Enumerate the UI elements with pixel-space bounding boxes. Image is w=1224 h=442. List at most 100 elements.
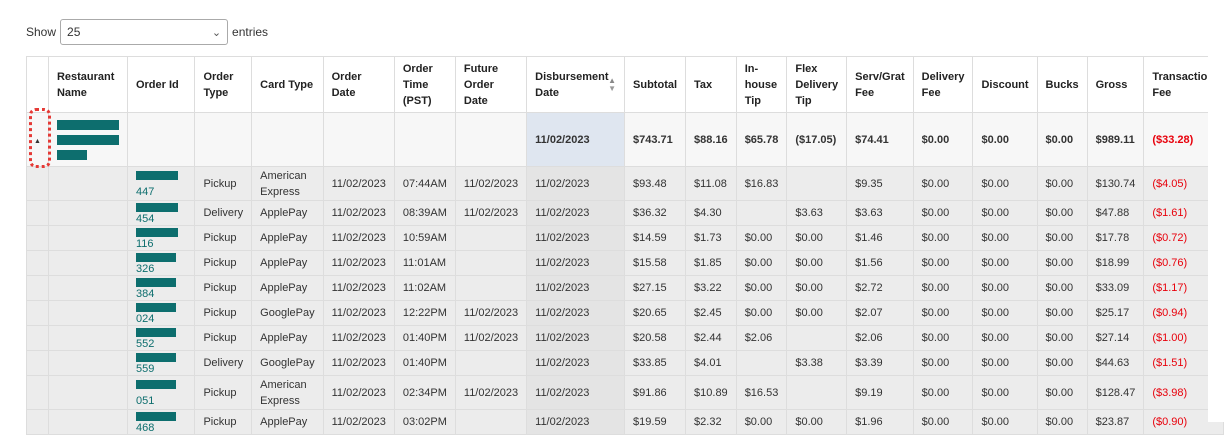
row-order-id[interactable]: 051 bbox=[126, 375, 196, 410]
row-order-id[interactable]: 559 bbox=[126, 350, 196, 376]
order-id-link[interactable]: 116 bbox=[135, 238, 154, 250]
table-row[interactable]: 024 Pickup GooglePay 11/02/2023 12:22PM 11/02… bbox=[26, 300, 1224, 326]
col-future-order-date[interactable]: Future Order Date bbox=[454, 56, 528, 113]
row-order-date: 11/02/2023 bbox=[322, 375, 395, 410]
table-row[interactable]: 116 Pickup ApplePay 11/02/2023 10:59AM 11/02/… bbox=[26, 225, 1224, 251]
col-subtotal[interactable]: Subtotal bbox=[624, 56, 687, 113]
row-order-date: 11/02/2023 bbox=[322, 275, 395, 301]
col-order-date[interactable]: Order Date bbox=[322, 56, 395, 113]
col-restaurant-name[interactable]: Restaurant Name bbox=[47, 56, 128, 113]
row-flex-tip: $0.00 bbox=[786, 409, 848, 435]
row-subtotal: $33.85 bbox=[624, 350, 687, 376]
row-discount: $0.00 bbox=[972, 300, 1038, 326]
row-bucks: $0.00 bbox=[1036, 409, 1088, 435]
collapse-caret-icon[interactable]: ▲ bbox=[34, 137, 41, 145]
group-cell bbox=[322, 112, 395, 167]
entries-select[interactable]: 25 ⌄ bbox=[60, 19, 229, 45]
order-id-link[interactable]: 051 bbox=[135, 394, 155, 407]
order-id-link[interactable]: 552 bbox=[135, 338, 155, 350]
col-serv-grat-fee[interactable]: Serv/Grat Fee bbox=[846, 56, 914, 113]
group-row[interactable]: ▲ 11/02/2023 $743.71 $88.16 $65.78 ($17.… bbox=[26, 108, 1224, 168]
group-gross: $989.11 bbox=[1086, 112, 1145, 167]
col-order-time[interactable]: Order Time (PST) bbox=[393, 56, 456, 113]
row-order-id[interactable]: 454 bbox=[126, 200, 196, 226]
row-subtotal: $19.59 bbox=[624, 409, 687, 435]
row-inhouse-tip: $0.00 bbox=[735, 275, 788, 301]
row-bucks: $0.00 bbox=[1036, 200, 1088, 226]
group-cell bbox=[194, 112, 253, 167]
row-tax: $4.01 bbox=[685, 350, 737, 376]
table-row[interactable]: 468 Pickup ApplePay 11/02/2023 03:02PM 11/02/… bbox=[26, 409, 1224, 435]
row-disbursement-date: 11/02/2023 bbox=[526, 409, 626, 435]
col-delivery-fee[interactable]: Delivery Fee bbox=[912, 56, 974, 113]
row-toggle-cell bbox=[26, 350, 49, 376]
col-order-type[interactable]: Order Type bbox=[194, 56, 253, 113]
row-inhouse-tip bbox=[735, 350, 788, 376]
row-order-id[interactable]: 326 bbox=[126, 250, 196, 276]
order-id-link[interactable]: 024 bbox=[135, 313, 155, 325]
table-row[interactable]: 326 Pickup ApplePay 11/02/2023 11:01AM 11/02/… bbox=[26, 250, 1224, 276]
order-id-link[interactable]: 384 bbox=[135, 288, 155, 300]
order-id-link[interactable]: 559 bbox=[135, 363, 155, 375]
col-disbursement-date[interactable]: Disbursement Date ▲ ▼ bbox=[526, 56, 626, 113]
row-order-time: 11:01AM bbox=[393, 250, 456, 276]
row-card-type: American Express bbox=[251, 166, 324, 201]
chevron-down-icon: ⌄ bbox=[211, 26, 222, 39]
order-id-link[interactable]: 454 bbox=[135, 213, 155, 225]
row-gross: $44.63 bbox=[1086, 350, 1145, 376]
row-gross: $23.87 bbox=[1086, 409, 1145, 435]
table-row[interactable]: 384 Pickup ApplePay 11/02/2023 11:02AM 11/02/… bbox=[26, 275, 1224, 301]
table-row[interactable]: 559 Delivery GooglePay 11/02/2023 01:40PM 11/… bbox=[26, 350, 1224, 376]
order-id-link[interactable]: 468 bbox=[135, 422, 155, 434]
col-card-type[interactable]: Card Type bbox=[251, 56, 324, 113]
row-order-id[interactable]: 384 bbox=[126, 275, 196, 301]
table-row[interactable]: 552 Pickup ApplePay 11/02/2023 01:40PM 11/02/… bbox=[26, 325, 1224, 351]
row-future-order-date: 11/02/2023 bbox=[454, 300, 528, 326]
row-toggle-cell bbox=[26, 200, 49, 226]
row-order-time: 03:02PM bbox=[393, 409, 456, 435]
table-row[interactable]: 447 Pickup American Express 11/02/2023 07:44… bbox=[26, 166, 1224, 201]
row-serv-fee: $1.96 bbox=[846, 409, 914, 435]
row-order-type: Pickup bbox=[194, 250, 253, 276]
row-discount: $0.00 bbox=[972, 166, 1038, 201]
row-order-id[interactable]: 468 bbox=[126, 409, 196, 435]
row-card-type: ApplePay bbox=[251, 250, 324, 276]
col-disbursement-date-label: Disbursement Date bbox=[535, 70, 609, 99]
row-order-id[interactable]: 024 bbox=[126, 300, 196, 326]
row-order-id[interactable]: 552 bbox=[126, 325, 196, 351]
entries-label: entries bbox=[232, 25, 269, 39]
order-id-link[interactable]: 326 bbox=[135, 263, 155, 275]
row-order-time: 02:34PM bbox=[393, 375, 456, 410]
group-cell bbox=[454, 112, 528, 167]
col-inhouse-tip[interactable]: In-house Tip bbox=[735, 56, 788, 113]
group-bucks: $0.00 bbox=[1036, 112, 1088, 167]
row-tax: $3.22 bbox=[685, 275, 737, 301]
row-delivery-fee: $0.00 bbox=[912, 200, 974, 226]
row-serv-fee: $2.06 bbox=[846, 325, 914, 351]
row-order-time: 12:22PM bbox=[393, 300, 456, 326]
col-gross[interactable]: Gross bbox=[1086, 56, 1145, 113]
table-row[interactable]: 454 Delivery ApplePay 11/02/2023 08:39AM 11/0… bbox=[26, 200, 1224, 226]
row-subtotal: $14.59 bbox=[624, 225, 687, 251]
row-order-type: Pickup bbox=[194, 325, 253, 351]
group-subtotal: $743.71 bbox=[624, 112, 687, 167]
row-serv-fee: $9.19 bbox=[846, 375, 914, 410]
row-discount: $0.00 bbox=[972, 350, 1038, 376]
row-order-id[interactable]: 447 bbox=[126, 166, 196, 201]
group-toggle[interactable]: ▲ bbox=[26, 108, 51, 168]
col-toggle bbox=[26, 56, 49, 113]
row-order-id[interactable]: 116 bbox=[126, 225, 196, 251]
group-disbursement-date: 11/02/2023 bbox=[526, 112, 626, 167]
row-delivery-fee: $0.00 bbox=[912, 325, 974, 351]
row-delivery-fee: $0.00 bbox=[912, 350, 974, 376]
row-bucks: $0.00 bbox=[1036, 275, 1088, 301]
row-gross: $33.09 bbox=[1086, 275, 1145, 301]
row-order-date: 11/02/2023 bbox=[322, 166, 395, 201]
col-discount[interactable]: Discount bbox=[972, 56, 1038, 113]
col-order-id[interactable]: Order Id bbox=[126, 56, 196, 113]
order-id-link[interactable]: 447 bbox=[135, 185, 155, 198]
col-flex-delivery-tip[interactable]: Flex Delivery Tip bbox=[786, 56, 848, 113]
col-tax[interactable]: Tax bbox=[685, 56, 737, 113]
table-row[interactable]: 051 Pickup American Express 11/02/2023 02:34… bbox=[26, 375, 1224, 410]
col-bucks[interactable]: Bucks bbox=[1036, 56, 1088, 113]
